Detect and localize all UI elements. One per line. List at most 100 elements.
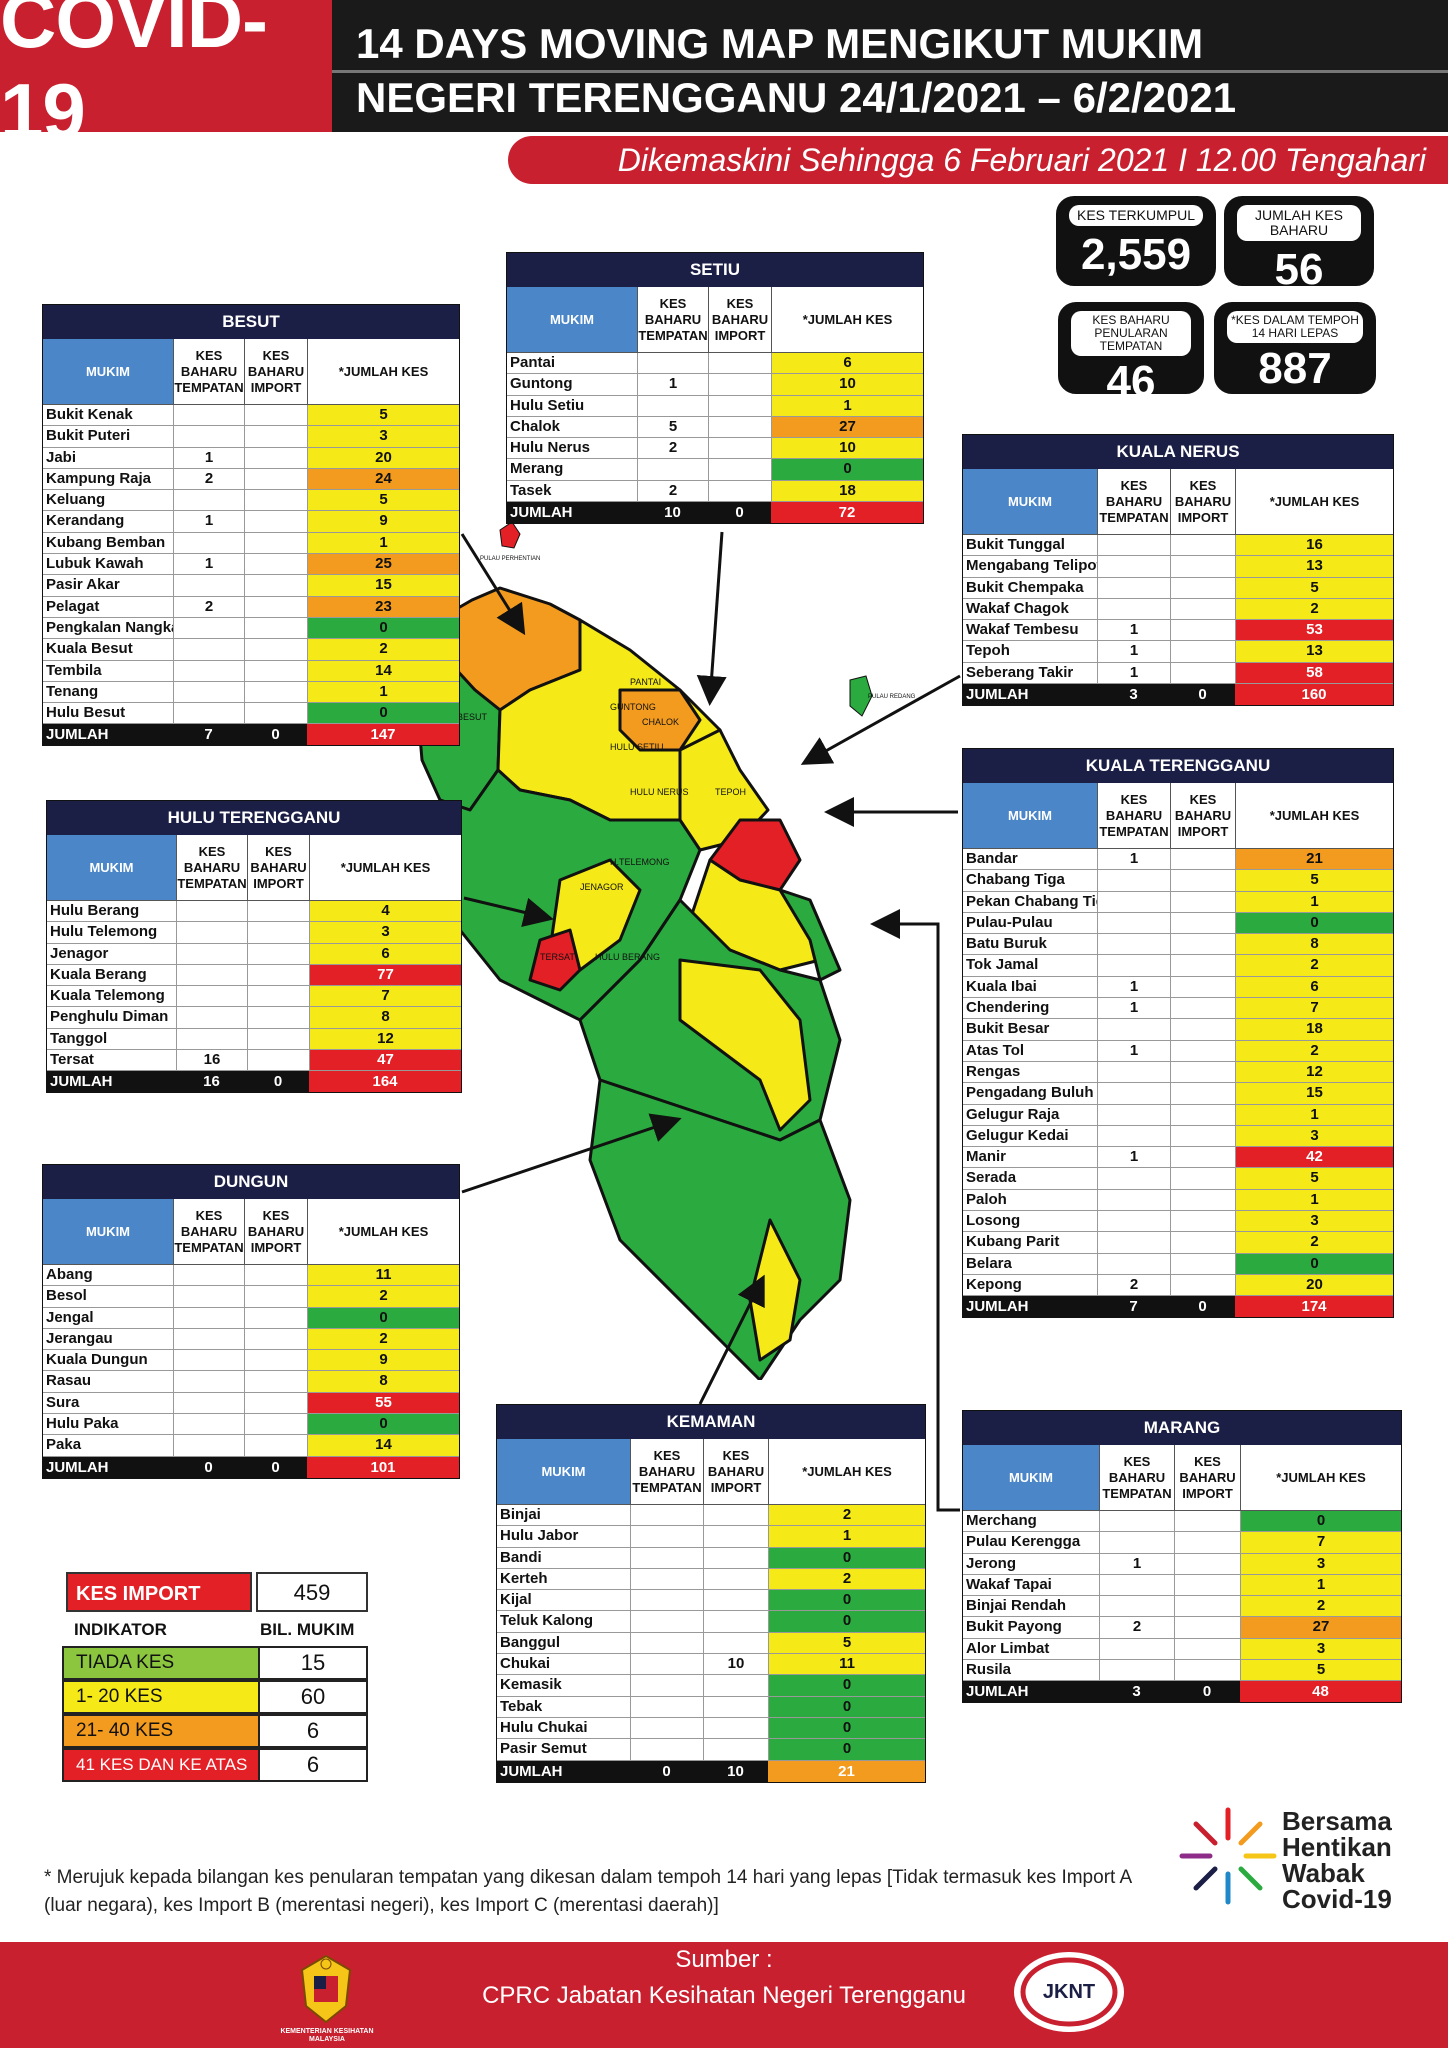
table-total-row: JUMLAH 16 0 164 — [47, 1071, 461, 1093]
jumlah-kes-cell: 24 — [307, 468, 459, 490]
kes-tempatan-cell — [1097, 1083, 1170, 1104]
malaysia-crest-logo — [300, 1954, 352, 2024]
jumlah-kes-cell: 8 — [1235, 934, 1393, 955]
table-row: Guntong 1 10 — [507, 374, 923, 396]
jumlah-kes-cell: 2 — [1235, 1040, 1393, 1061]
table-row: Chendering 1 7 — [963, 998, 1393, 1020]
kes-tempatan-cell: 5 — [637, 416, 708, 438]
table-row: Pekan Chabang Tiga 1 — [963, 891, 1393, 913]
kes-tempatan-cell: 2 — [173, 468, 244, 490]
total-jumlah: 21 — [768, 1760, 925, 1782]
mukim-name-cell: Hulu Chukai — [500, 1718, 588, 1736]
penularan-value: 46 — [1106, 357, 1156, 406]
table-row: Pasir Semut 0 — [497, 1739, 925, 1761]
jumlah-kes-cell: 1 — [768, 1526, 925, 1547]
table-row: Bukit Tunggal 16 — [963, 535, 1393, 557]
kes-import-cell — [1174, 1553, 1240, 1574]
total-import: 0 — [1202, 1683, 1212, 1701]
kes-import-cell — [1170, 1274, 1235, 1296]
jumlah-kes-cell: 58 — [1235, 662, 1393, 684]
kes-tempatan-cell — [176, 964, 247, 986]
jumlah-kes-cell: 3 — [307, 426, 459, 447]
mukim-name-cell: Tepoh — [966, 642, 1010, 660]
mukim-name-cell: Hulu Besut — [46, 704, 126, 722]
jumlah-kes-cell: 20 — [1235, 1274, 1393, 1296]
column-header-jumlah: *JUMLAH KES — [1240, 1445, 1401, 1510]
table-row: Bukit Payong 2 27 — [963, 1617, 1401, 1639]
jumlah-kes-cell: 0 — [1235, 1253, 1393, 1274]
kes-tempatan-cell — [173, 405, 244, 426]
map-label-chalok: CHALOK — [642, 717, 679, 727]
legend-label: 1- 20 KES — [64, 1682, 260, 1712]
kes-import-cell — [1170, 620, 1235, 641]
kes-import-cell — [244, 1371, 307, 1392]
jumlah-kes-cell: 15 — [307, 575, 459, 596]
column-header-mukim: MUKIM — [963, 1445, 1099, 1510]
kes-import-cell — [1170, 1253, 1235, 1274]
legend-value: 15 — [260, 1648, 366, 1678]
campaign-line-4: Covid-19 — [1282, 1884, 1392, 1914]
mukim-name-cell: Kuala Dungun — [46, 1351, 148, 1369]
kes-import-cell — [1174, 1532, 1240, 1553]
jumlah-kes-cell: 2 — [307, 639, 459, 660]
kes-tempatan-cell — [1097, 577, 1170, 598]
kes-import-cell — [703, 1675, 768, 1696]
kes-import-cell — [1170, 1083, 1235, 1104]
kes-import-cell — [703, 1526, 768, 1547]
pulau-redang-island — [849, 675, 873, 717]
kes-tempatan-cell — [630, 1654, 703, 1675]
column-header-import: KES BAHARU IMPORT — [244, 339, 307, 404]
table-total-row: JUMLAH 3 0 160 — [963, 684, 1393, 706]
kes-import-cell — [703, 1696, 768, 1717]
table-row: Kubang Parit 2 — [963, 1232, 1393, 1254]
jumlah-kes-cell: 0 — [768, 1611, 925, 1632]
kes-tempatan-cell — [173, 660, 244, 681]
column-header-jumlah: *JUMLAH KES — [1235, 783, 1393, 848]
kes-import-cell — [1170, 1061, 1235, 1083]
kes-tempatan-cell: 1 — [1097, 1147, 1170, 1168]
mukim-name-cell: Tersat — [50, 1051, 94, 1069]
total-tempatan: 3 — [1129, 686, 1138, 704]
kes-import-cell — [244, 405, 307, 426]
table-row: Bukit Puteri 3 — [43, 426, 459, 448]
kes-baharu-label: JUMLAH KES BAHARU — [1237, 205, 1361, 241]
table-row: Bandar 1 21 — [963, 849, 1393, 871]
table-row: Belara 0 — [963, 1253, 1393, 1275]
arrow-marang — [870, 909, 960, 1512]
mukim-name-cell: Hulu Telemong — [50, 923, 158, 941]
jumlah-kes-cell: 0 — [1240, 1511, 1401, 1532]
kes-tempatan-cell — [1099, 1511, 1174, 1532]
arrow-hulu-terengganu — [463, 896, 554, 928]
mukim-name-cell: Rengas — [966, 1062, 1021, 1080]
mukim-name-cell: Kampung Raja — [46, 469, 152, 487]
table-row: Batu Buruk 8 — [963, 934, 1393, 956]
kes-terkumpul-value: 2,559 — [1080, 230, 1192, 279]
kes-tempatan-cell — [173, 1265, 244, 1286]
title-bar — [332, 0, 1448, 132]
kes-import-cell — [244, 639, 307, 660]
table-row: Keluang 5 — [43, 490, 459, 512]
jumlah-kes-cell: 2 — [768, 1568, 925, 1590]
source-text: CPRC Jabatan Kesihatan Negeri Terengganu — [482, 1982, 966, 2009]
kes-import-cell — [703, 1632, 768, 1654]
kes-tempatan-cell — [630, 1632, 703, 1654]
table-row: Kepong 2 20 — [963, 1274, 1393, 1297]
total-jumlah: 101 — [307, 1456, 459, 1478]
arrow-dungun — [461, 1113, 682, 1194]
table-row: Rusila 5 — [963, 1660, 1401, 1682]
kes-import-cell — [244, 532, 307, 554]
table-row: Hulu Chukai 0 — [497, 1717, 925, 1740]
kes-tempatan-cell — [1097, 598, 1170, 620]
mukim-name-cell: Bukit Chempaka — [966, 578, 1084, 596]
total-jumlah: 174 — [1235, 1296, 1393, 1318]
table-header: MUKIM KES BAHARU TEMPATAN KES BAHARU IMPOR… — [43, 339, 459, 405]
mukim-name-cell: Binjai Rendah — [966, 1597, 1067, 1615]
total-import: 0 — [1198, 1298, 1207, 1316]
table-row: Pantai 6 — [507, 353, 923, 375]
kes-tempatan-cell — [630, 1611, 703, 1632]
kes-import-label: KES IMPORT — [66, 1572, 252, 1612]
kes-tempatan-cell — [176, 943, 247, 964]
column-header-mukim: MUKIM — [963, 469, 1097, 534]
jumlah-kes-cell: 5 — [1235, 870, 1393, 891]
